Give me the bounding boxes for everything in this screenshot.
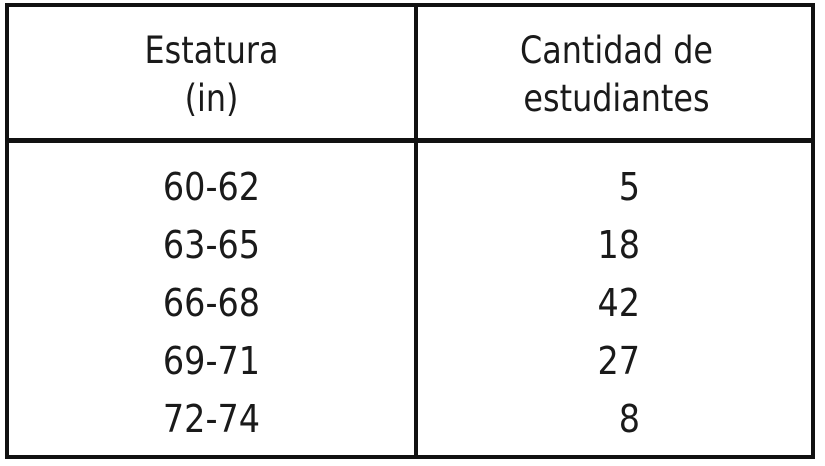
header-count-column: Cantidad de estudiantes — [446, 27, 787, 123]
table-row: 69-71 27 — [9, 332, 811, 390]
student-count-cell: 8 — [618, 397, 640, 441]
student-count-cell: 18 — [597, 223, 640, 267]
header-height-column: Estatura (in) — [37, 27, 385, 123]
height-range-cell: 63-65 — [162, 223, 261, 267]
student-count-cell: 27 — [597, 339, 640, 383]
height-range-cell: 72-74 — [162, 397, 261, 441]
table-row: 72-74 8 — [9, 390, 811, 448]
frequency-table: Estatura (in) Cantidad de estudiantes 60… — [5, 3, 815, 459]
table-row: 63-65 18 — [9, 216, 811, 274]
header-height-line-2: (in) — [184, 77, 239, 120]
column-divider — [414, 7, 418, 455]
height-range-cell: 69-71 — [162, 339, 261, 383]
table-row: 66-68 42 — [9, 274, 811, 332]
header-height-line-1: Estatura — [144, 29, 279, 72]
height-range-cell: 60-62 — [162, 165, 261, 209]
student-count-cell: 42 — [597, 281, 640, 325]
header-count-line-2: estudiantes — [523, 77, 710, 120]
table-body: 60-62 5 63-65 18 66-68 42 69-71 27 72-74… — [9, 158, 811, 448]
student-count-cell: 5 — [618, 165, 640, 209]
header-divider — [9, 138, 811, 143]
height-range-cell: 66-68 — [162, 281, 261, 325]
table-row: 60-62 5 — [9, 158, 811, 216]
header-count-line-1: Cantidad de — [520, 29, 713, 72]
